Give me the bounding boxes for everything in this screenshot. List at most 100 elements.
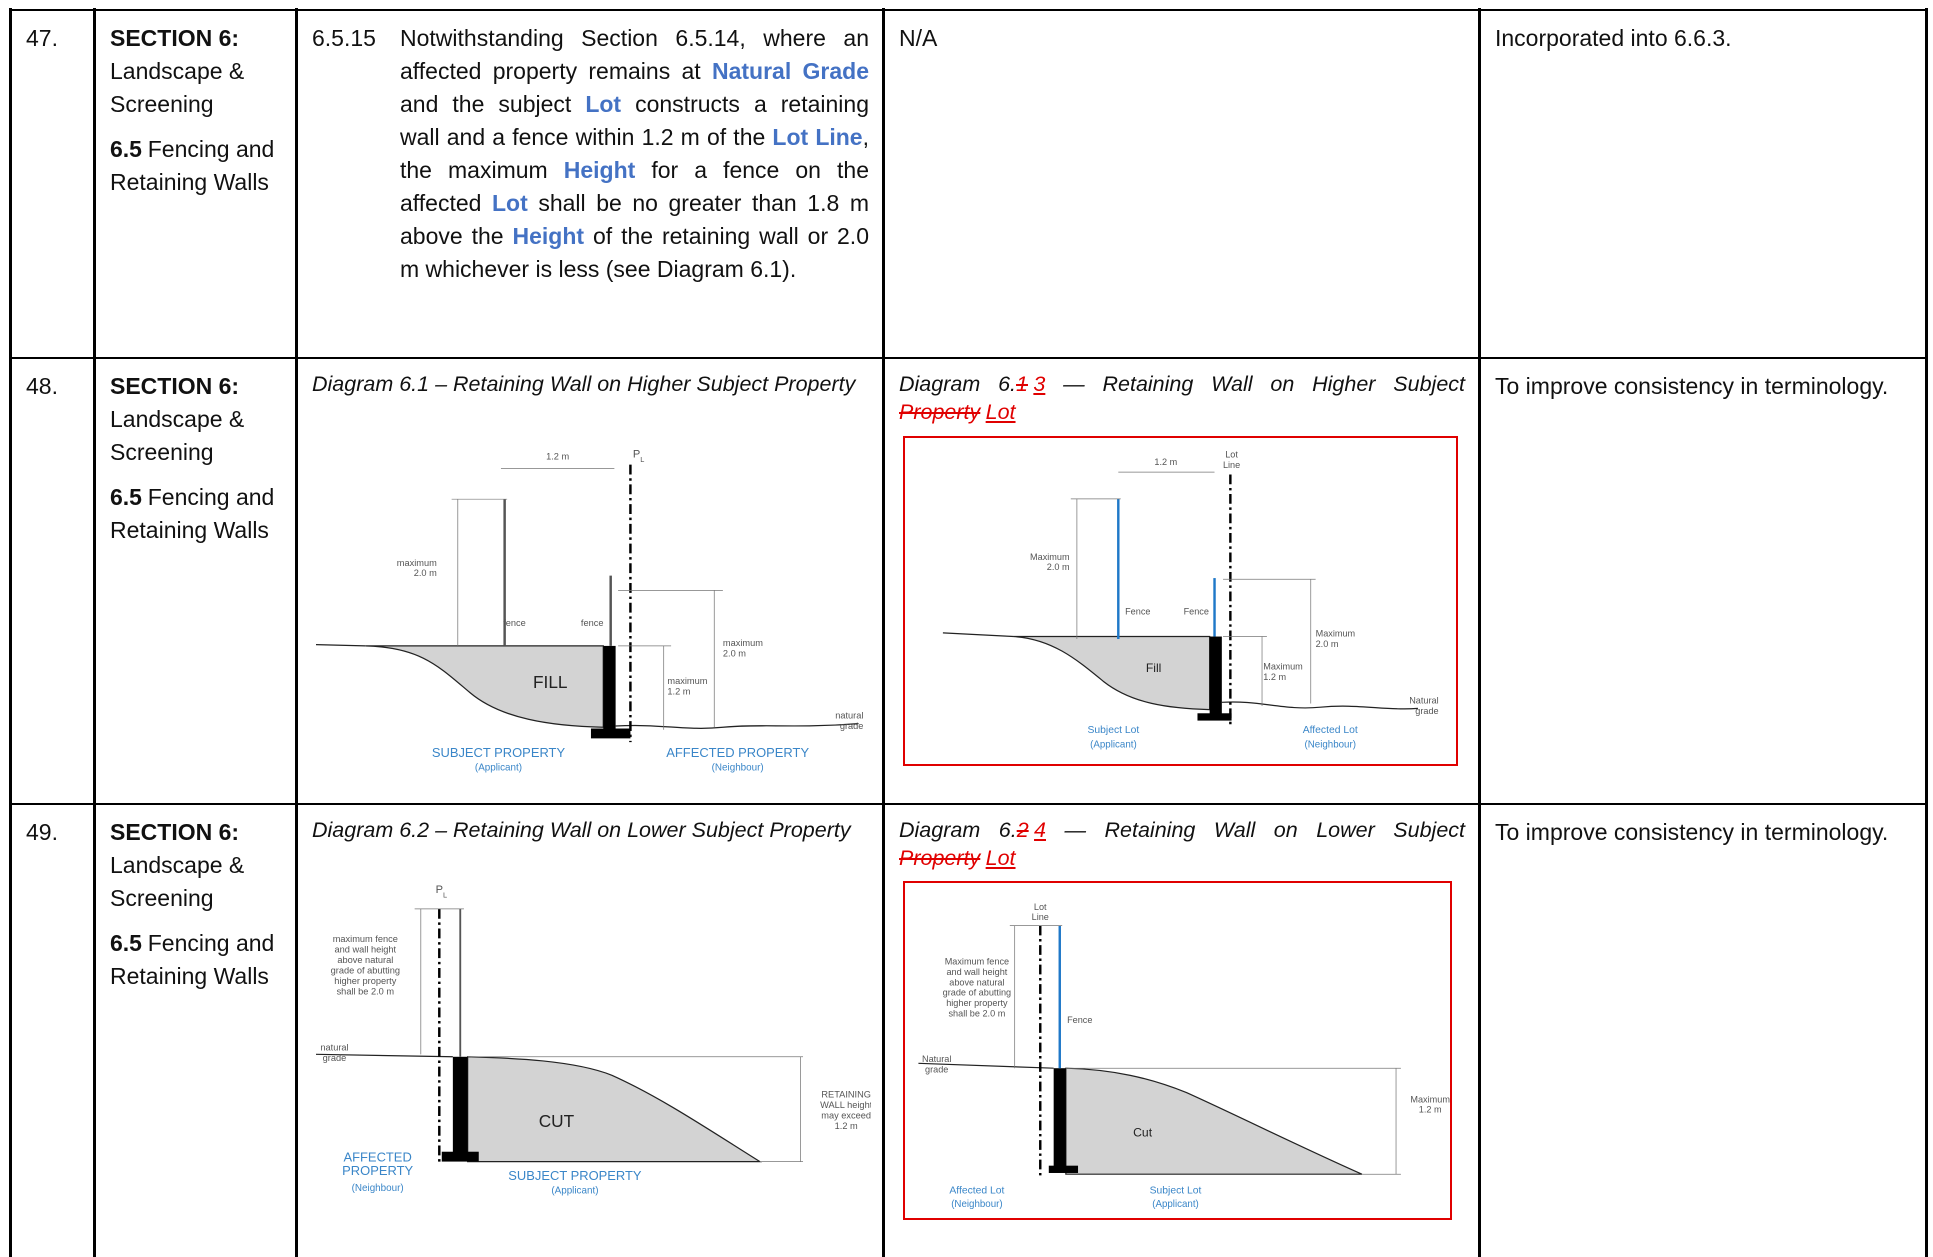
proposed-cell: Diagram 6.13 — Retaining Wall on Higher …: [885, 360, 1479, 804]
diagram-label: (Neighbour): [1305, 739, 1356, 750]
diagram-label: maximum: [397, 558, 437, 568]
diagram-label: Subject Lot: [1088, 725, 1140, 736]
diagram-label: grade of abutting: [331, 966, 400, 976]
diagram-label: 2.0 m: [1047, 562, 1070, 572]
proposed-text: N/A: [899, 22, 1465, 55]
proposed-cell: Diagram 6.24 — Retaining Wall on Lower S…: [885, 806, 1479, 1257]
clause-text: 6.5.15Notwithstanding Section 6.5.14, wh…: [312, 22, 869, 286]
diagram-label: Fence: [1184, 607, 1209, 617]
diagram-label: maximum: [667, 676, 707, 686]
text-run: Lot: [986, 846, 1016, 870]
diagram-label: (Applicant): [1090, 739, 1137, 750]
diagram-label: maximum fence: [333, 934, 398, 944]
subsection-number: 6.5: [110, 930, 142, 956]
diagram-label: 2.0 m: [414, 568, 437, 578]
diagram-label: grade: [323, 1053, 347, 1063]
row-number: 47.: [26, 22, 80, 55]
diagram-label: Natural: [1409, 696, 1438, 706]
diagram-label: (Applicant): [1152, 1199, 1199, 1210]
diagram-label: Cut: [1133, 1125, 1153, 1139]
diagram-label: P: [633, 448, 640, 460]
retaining-wall: [453, 1057, 468, 1158]
number-cell: 48.: [12, 360, 94, 804]
diagram-label: Maximum: [1030, 552, 1070, 562]
section-cell: SECTION 6:Landscape & Screening6.5Fencin…: [96, 12, 296, 358]
diagram-label: natural: [835, 711, 863, 721]
caption: Diagram 6.1 – Retaining Wall on Higher S…: [312, 370, 869, 398]
diagram-label: 2.0 m: [1316, 639, 1339, 649]
retaining-wall: [1054, 1068, 1066, 1172]
text-run: Diagram 6.2 – Retaining Wall on Lower Su…: [312, 818, 851, 842]
text-run: — Retaining Wall on Lower Subject: [1046, 818, 1465, 842]
diagram-label: SUBJECT PROPERTY: [508, 1168, 642, 1183]
diagram: PLmaximum fenceand wall heightabove natu…: [316, 878, 871, 1223]
rationale-text: Incorporated into 6.6.3.: [1495, 22, 1912, 55]
diagram-label: and wall height: [946, 967, 1007, 977]
section-title: SECTION 6:: [110, 816, 282, 849]
section-cell: SECTION 6:Landscape & Screening 6.5Fencin…: [96, 360, 296, 804]
text-run: Height: [564, 157, 636, 183]
rationale-text: To improve consistency in terminology.: [1495, 370, 1912, 403]
diagram-label: SUBJECT PROPERTY: [432, 745, 566, 760]
section-title: SECTION 6:: [110, 370, 282, 403]
text-run: 3: [1033, 372, 1045, 396]
diagram-label: above natural: [337, 955, 393, 965]
text-run: — Retaining Wall on Higher Subject: [1045, 372, 1465, 396]
ground-line: [943, 633, 1014, 637]
text-run: Diagram 6.: [899, 372, 1016, 396]
diagram-label: RETAINING: [821, 1089, 870, 1099]
diagram-label: above natural: [949, 977, 1004, 987]
clause-number: 6.5.15: [312, 22, 400, 55]
diagram-label: shall be 2.0 m: [337, 987, 395, 997]
text-run: Lot: [585, 91, 621, 117]
text-run: Lot: [986, 400, 1016, 424]
diagram-label: Affected Lot: [1303, 725, 1358, 736]
diagram-label: L: [443, 891, 447, 900]
diagram-label: Maximum: [1316, 629, 1356, 639]
footing: [442, 1152, 479, 1162]
section-name: Landscape & Screening: [110, 403, 282, 469]
diagram-label: 1.2 m: [835, 1121, 858, 1131]
diagram-label: fence: [503, 618, 526, 628]
text-run: Diagram 6.: [899, 818, 1017, 842]
diagram-label: grade of abutting: [943, 988, 1012, 998]
diagram-label: may exceed: [821, 1110, 871, 1120]
diagram-label: higher property: [946, 998, 1008, 1008]
footing: [591, 729, 630, 739]
diagram-label: Fence: [1067, 1015, 1092, 1025]
text-run: Lot Line: [772, 124, 862, 150]
diagram-label: CUT: [539, 1111, 575, 1131]
section-cell: SECTION 6:Landscape & Screening6.5Fencin…: [96, 806, 296, 1257]
diagram-label: 2.0 m: [723, 648, 746, 658]
row-number: 48.: [26, 370, 80, 403]
proposed-cell: N/A: [885, 12, 1479, 358]
section-name: Landscape & Screening: [110, 55, 282, 121]
diagram-label: fence: [581, 618, 604, 628]
diagram-label: maximum: [723, 638, 763, 648]
number-cell: 47.: [12, 12, 94, 358]
text-run: Lot: [492, 190, 528, 216]
section-title: SECTION 6:: [110, 22, 282, 55]
cut-area: [1066, 1068, 1362, 1174]
diagram-label: PROPERTY: [342, 1163, 413, 1178]
diagram-drawing: 1.2 mPLmaximum2.0 mfencefenceFILLmaximum…: [316, 440, 871, 785]
diagram-label: Subject Lot: [1150, 1186, 1202, 1197]
ground-line: [616, 724, 859, 729]
caption: Diagram 6.13 — Retaining Wall on Higher …: [899, 370, 1465, 426]
rationale-cell: Incorporated into 6.6.3.: [1481, 12, 1926, 358]
ground-line: [316, 645, 365, 646]
diagram-label: Natural: [922, 1054, 951, 1064]
subsection-number: 6.5: [110, 136, 142, 162]
text-run: 1: [1016, 372, 1028, 396]
diagram-label: grade: [1415, 706, 1438, 716]
footing: [1049, 1166, 1078, 1173]
fill-area: [365, 646, 603, 727]
diagram-label: Fence: [1125, 607, 1150, 617]
diagram-label: (Neighbour): [352, 1183, 404, 1194]
retaining-wall: [603, 646, 615, 731]
cut-area: [468, 1057, 760, 1162]
diagram-label: and wall height: [335, 945, 397, 955]
